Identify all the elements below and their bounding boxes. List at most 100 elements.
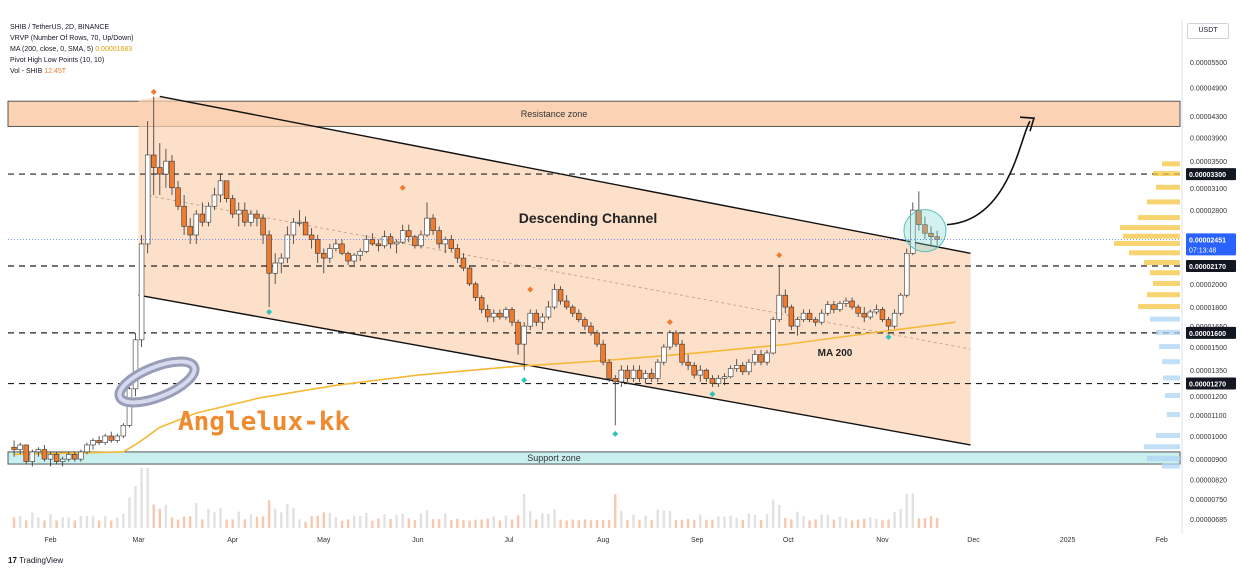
candle-body bbox=[497, 312, 503, 318]
candle-body bbox=[478, 297, 485, 310]
y-tick-label: 0.00000685 bbox=[1190, 517, 1227, 524]
currency-button[interactable]: USDT bbox=[1187, 23, 1229, 39]
candle-body bbox=[563, 300, 570, 308]
symbol-line[interactable]: SHIB / TetherUS, 2D, BINANCE bbox=[10, 24, 110, 31]
volume-bar bbox=[741, 519, 744, 528]
candle-body bbox=[223, 180, 230, 199]
volume-bar bbox=[723, 516, 726, 528]
tradingview-footer[interactable]: 17 TradingView bbox=[8, 556, 63, 565]
chart-info-panel: SHIB / TetherUS, 2D, BINANCE VRVP (Numbe… bbox=[10, 22, 133, 77]
volume-bar bbox=[12, 517, 16, 528]
candle-body bbox=[321, 252, 327, 259]
volume-bar bbox=[304, 522, 307, 528]
candle-body bbox=[229, 198, 236, 215]
level-price-label: 0.00003300 bbox=[1189, 172, 1226, 179]
candle-body bbox=[175, 187, 181, 207]
candle-body bbox=[831, 304, 837, 310]
y-tick-label: 0.00001000 bbox=[1190, 434, 1227, 441]
volume-bar bbox=[213, 512, 216, 528]
resistance-zone-label: Resistance zone bbox=[521, 109, 588, 119]
candle-body bbox=[849, 300, 855, 308]
volume-bar bbox=[620, 511, 623, 528]
candle-body bbox=[794, 319, 801, 327]
candle-body bbox=[284, 234, 291, 259]
candle-body bbox=[302, 221, 309, 236]
candle-body bbox=[23, 444, 29, 462]
pivot-low-marker bbox=[709, 391, 716, 398]
volume-profile-bar bbox=[1162, 463, 1180, 469]
level-price-tag bbox=[1186, 260, 1236, 273]
candle-body bbox=[205, 205, 212, 223]
candle-body bbox=[764, 352, 770, 363]
volume-profile-bar bbox=[1153, 280, 1180, 286]
tradingview-brand: TradingView bbox=[19, 556, 64, 565]
candle-body bbox=[114, 435, 121, 441]
volume-bar bbox=[814, 519, 817, 528]
volume-bar bbox=[352, 515, 356, 528]
volume-bar bbox=[759, 519, 763, 528]
candle-body bbox=[485, 309, 491, 318]
candle-body bbox=[825, 304, 831, 314]
candle-body bbox=[752, 354, 758, 363]
candle-body bbox=[691, 365, 697, 376]
candle-body bbox=[843, 300, 849, 304]
volume-bar bbox=[134, 486, 137, 528]
volume-bar bbox=[711, 519, 714, 528]
volume-bar bbox=[261, 516, 265, 528]
volume-bar bbox=[110, 520, 113, 528]
volume-bar bbox=[747, 513, 751, 528]
candle-body bbox=[436, 230, 442, 245]
candle-body bbox=[339, 243, 345, 254]
volume-bar bbox=[322, 512, 325, 528]
volume-bar bbox=[808, 520, 811, 528]
candle-body bbox=[460, 257, 467, 269]
candle-body bbox=[570, 306, 576, 314]
candle-body bbox=[867, 311, 874, 318]
candle-body bbox=[703, 369, 710, 379]
pivot-high-marker bbox=[150, 88, 157, 95]
volume-bar bbox=[67, 517, 70, 528]
vol-line[interactable]: Vol - SHIB 12.45T bbox=[10, 68, 67, 75]
ma-line[interactable]: MA (200, close, 0, SMA, 5) 0.00001683 bbox=[10, 46, 133, 53]
volume-bar bbox=[273, 508, 277, 528]
volume-bar bbox=[893, 512, 896, 528]
candle-body bbox=[357, 251, 363, 256]
candle-body bbox=[782, 294, 788, 308]
volume-bar bbox=[863, 518, 866, 528]
volume-bar bbox=[401, 513, 404, 528]
candle-body bbox=[102, 435, 108, 443]
y-tick-label: 0.00000820 bbox=[1190, 478, 1227, 485]
volume-bar bbox=[444, 513, 447, 528]
volume-bar bbox=[73, 520, 76, 528]
volume-bar bbox=[820, 514, 823, 528]
y-tick-label: 0.00003900 bbox=[1190, 135, 1227, 142]
pivot-high-marker bbox=[527, 286, 534, 293]
volume-bar bbox=[869, 517, 872, 528]
last-price-tag bbox=[1186, 233, 1236, 256]
volume-bar bbox=[699, 514, 702, 528]
vrvp-line[interactable]: VRVP (Number Of Rows, 70, Up/Down) bbox=[10, 35, 134, 42]
candle-body bbox=[351, 254, 357, 262]
candle-body bbox=[327, 248, 333, 259]
y-tick-label: 0.00003100 bbox=[1190, 186, 1227, 193]
volume-bar bbox=[929, 516, 933, 528]
candle-body bbox=[96, 440, 102, 443]
volume-bar bbox=[207, 509, 210, 528]
candle-body bbox=[734, 365, 740, 369]
volume-profile-bar bbox=[1156, 432, 1180, 438]
candle-body bbox=[345, 252, 351, 262]
volume-profile-bar bbox=[1120, 225, 1180, 231]
volume-bar bbox=[662, 510, 666, 528]
volume-bar bbox=[729, 515, 732, 528]
volume-bar bbox=[790, 519, 793, 528]
volume-bar bbox=[122, 513, 125, 528]
volume-bar bbox=[431, 519, 435, 528]
volume-bar bbox=[249, 514, 253, 528]
candle-body bbox=[551, 289, 558, 308]
pivot-line[interactable]: Pivot High Low Points (10, 10) bbox=[10, 57, 105, 64]
volume-bar bbox=[456, 518, 459, 528]
volume-bar bbox=[626, 519, 629, 528]
volume-bar bbox=[346, 519, 350, 528]
volume-bar bbox=[735, 517, 738, 528]
